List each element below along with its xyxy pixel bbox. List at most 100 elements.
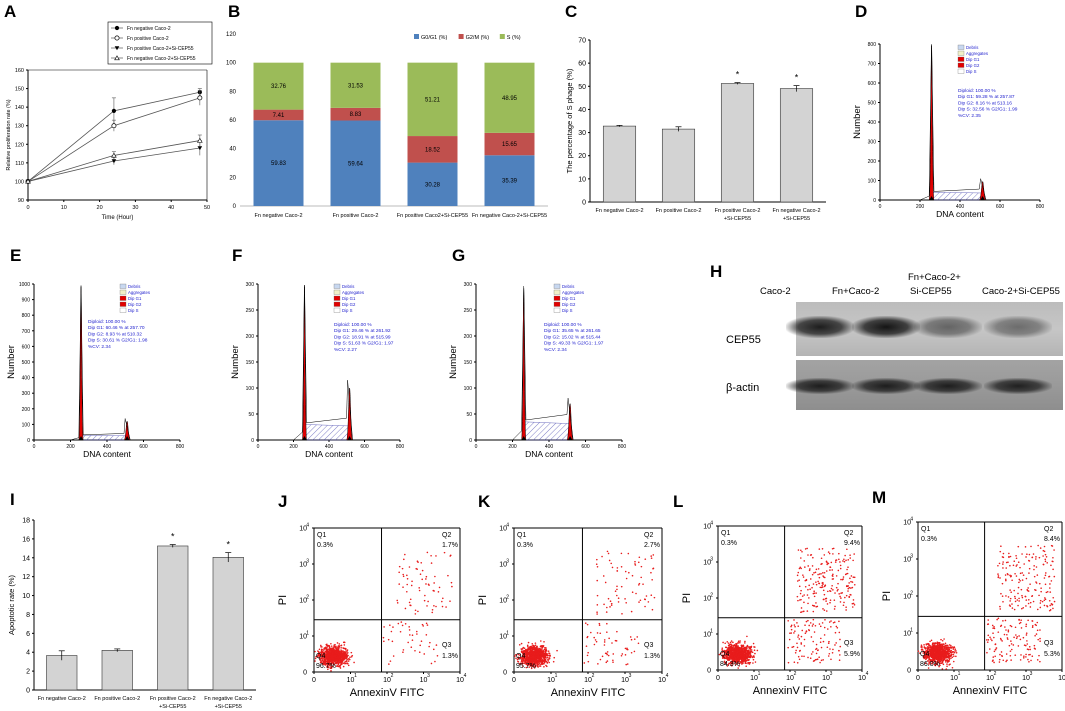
data-point	[1012, 644, 1015, 646]
x-tick-exponent: 1	[354, 673, 357, 679]
y-tick-label: 900	[22, 298, 31, 304]
data-point	[325, 643, 328, 646]
scatter-points	[314, 551, 453, 672]
data-point	[1020, 619, 1022, 621]
x-tick-label: 600	[360, 444, 369, 450]
data-point	[449, 600, 451, 602]
y-tick-label: 30	[578, 130, 586, 137]
y-tick-label: 600	[22, 344, 31, 350]
legend-label: Dip S	[342, 308, 353, 313]
data-point	[531, 642, 534, 645]
data-point	[1025, 632, 1028, 634]
data-point	[950, 649, 953, 652]
y-tick-label: 400	[22, 376, 31, 382]
x-tick-label: 800	[1036, 204, 1045, 210]
data-point	[1053, 549, 1055, 551]
y-tick-label: 20	[578, 153, 586, 160]
bar-segment	[330, 62, 381, 108]
data-point	[1045, 591, 1048, 594]
data-point	[1000, 545, 1002, 548]
y-tick-label: 10	[22, 593, 30, 600]
panel-label-b: B	[228, 2, 241, 21]
y-tick-exponent: 3	[910, 554, 913, 560]
data-point	[421, 569, 424, 572]
x-tick-label: 50	[204, 205, 210, 211]
legend-swatch	[119, 289, 127, 295]
data-point	[937, 652, 939, 654]
data-point	[942, 663, 945, 666]
data-point	[1039, 660, 1041, 663]
data-point	[325, 657, 327, 659]
data-point	[324, 646, 327, 649]
y-tick-label: 300	[464, 282, 473, 288]
y-tick-label: 10	[299, 634, 307, 641]
data-point	[322, 654, 325, 657]
quadrant-label: Q4	[316, 653, 325, 660]
data-point	[425, 583, 427, 585]
data-point	[330, 660, 333, 663]
y-tick-label: 100	[868, 179, 877, 185]
data-point	[925, 648, 927, 650]
data-point	[328, 657, 330, 660]
data-point	[415, 630, 418, 633]
g2-peak	[346, 387, 353, 441]
data-point	[1035, 556, 1037, 558]
data-point	[1050, 580, 1053, 582]
data-point	[1004, 578, 1007, 581]
legend-swatch	[499, 34, 505, 39]
data-point	[335, 658, 338, 660]
bar-segment	[407, 62, 458, 137]
data-point	[1040, 587, 1042, 589]
data-point	[441, 600, 443, 603]
data-point	[1039, 640, 1041, 642]
data-point	[333, 650, 336, 652]
stats-text: Diploid: 100.00 %	[544, 322, 582, 328]
panel-label-d: D	[855, 2, 868, 21]
data-point	[1014, 572, 1016, 575]
data-point	[451, 585, 453, 588]
data-point	[1005, 660, 1007, 663]
data-point	[936, 642, 939, 644]
x-tick-label: Fn positive Caco-2	[333, 213, 379, 219]
legend-label: Dip G2	[562, 302, 576, 307]
data-point	[414, 609, 417, 612]
data-point	[938, 656, 941, 659]
y-tick-label: 4	[26, 650, 30, 657]
data-point	[947, 651, 949, 653]
data-point	[437, 591, 440, 593]
data-point	[414, 613, 417, 615]
data-point	[347, 664, 350, 667]
data-point	[520, 648, 523, 650]
data-point	[948, 658, 951, 661]
data-point	[426, 551, 429, 554]
legend-swatch	[333, 295, 341, 301]
data-point	[1049, 591, 1052, 593]
x-tick-label: 200	[508, 444, 517, 450]
data-point	[339, 664, 342, 667]
data-point	[430, 554, 432, 557]
g2-peak	[123, 421, 131, 441]
data-point	[435, 644, 438, 646]
significance-marker: *	[171, 532, 175, 542]
bar	[661, 128, 696, 203]
data-point	[430, 562, 433, 564]
data-point	[325, 650, 328, 652]
histogram-outline	[293, 285, 353, 441]
data-point	[337, 648, 340, 651]
x-tick-label: 10	[584, 677, 592, 684]
data-point	[442, 597, 444, 600]
data-point	[999, 608, 1002, 610]
data-point	[404, 622, 407, 625]
data-point	[1029, 601, 1032, 604]
data-point	[948, 655, 951, 658]
data-point	[997, 617, 1000, 620]
histogram-outline	[512, 286, 574, 441]
legend-swatch	[458, 34, 464, 39]
data-point	[986, 651, 988, 654]
data-point	[331, 648, 333, 650]
peak-marker	[78, 436, 84, 441]
x-tick-label: 800	[176, 444, 185, 450]
data-point	[955, 650, 957, 652]
y-tick-label: 16	[22, 536, 30, 543]
